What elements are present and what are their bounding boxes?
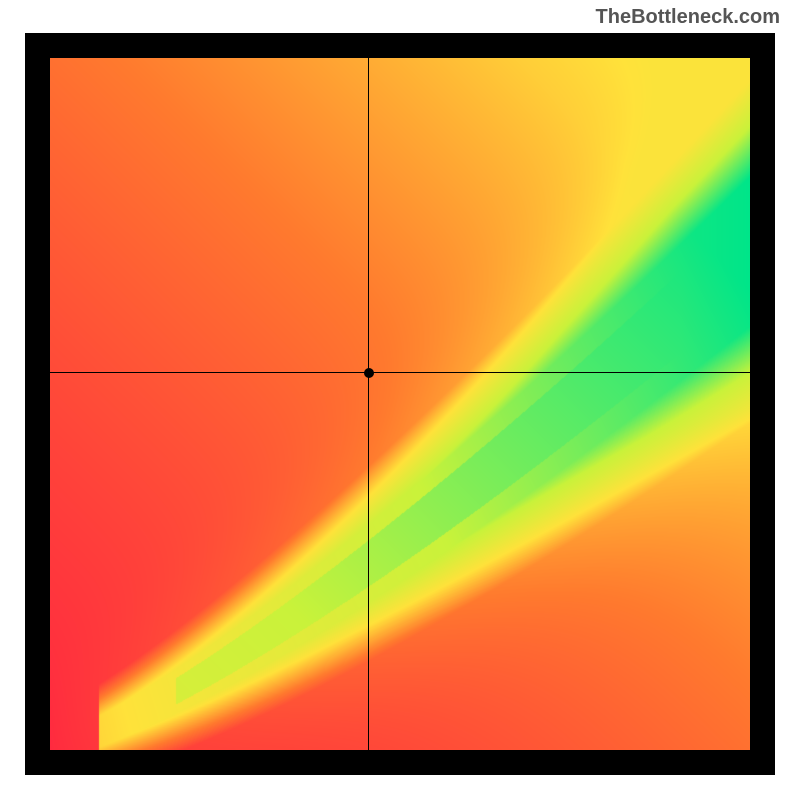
watermark-text: TheBottleneck.com bbox=[596, 6, 780, 29]
crosshair-marker bbox=[364, 368, 374, 378]
plot-border-top bbox=[25, 33, 775, 58]
plot-border-bottom bbox=[25, 750, 775, 775]
heatmap-canvas bbox=[50, 58, 750, 750]
plot-border-right bbox=[750, 33, 775, 775]
crosshair-horizontal bbox=[50, 372, 750, 373]
plot-border-left bbox=[25, 33, 50, 775]
crosshair-vertical bbox=[368, 58, 369, 750]
